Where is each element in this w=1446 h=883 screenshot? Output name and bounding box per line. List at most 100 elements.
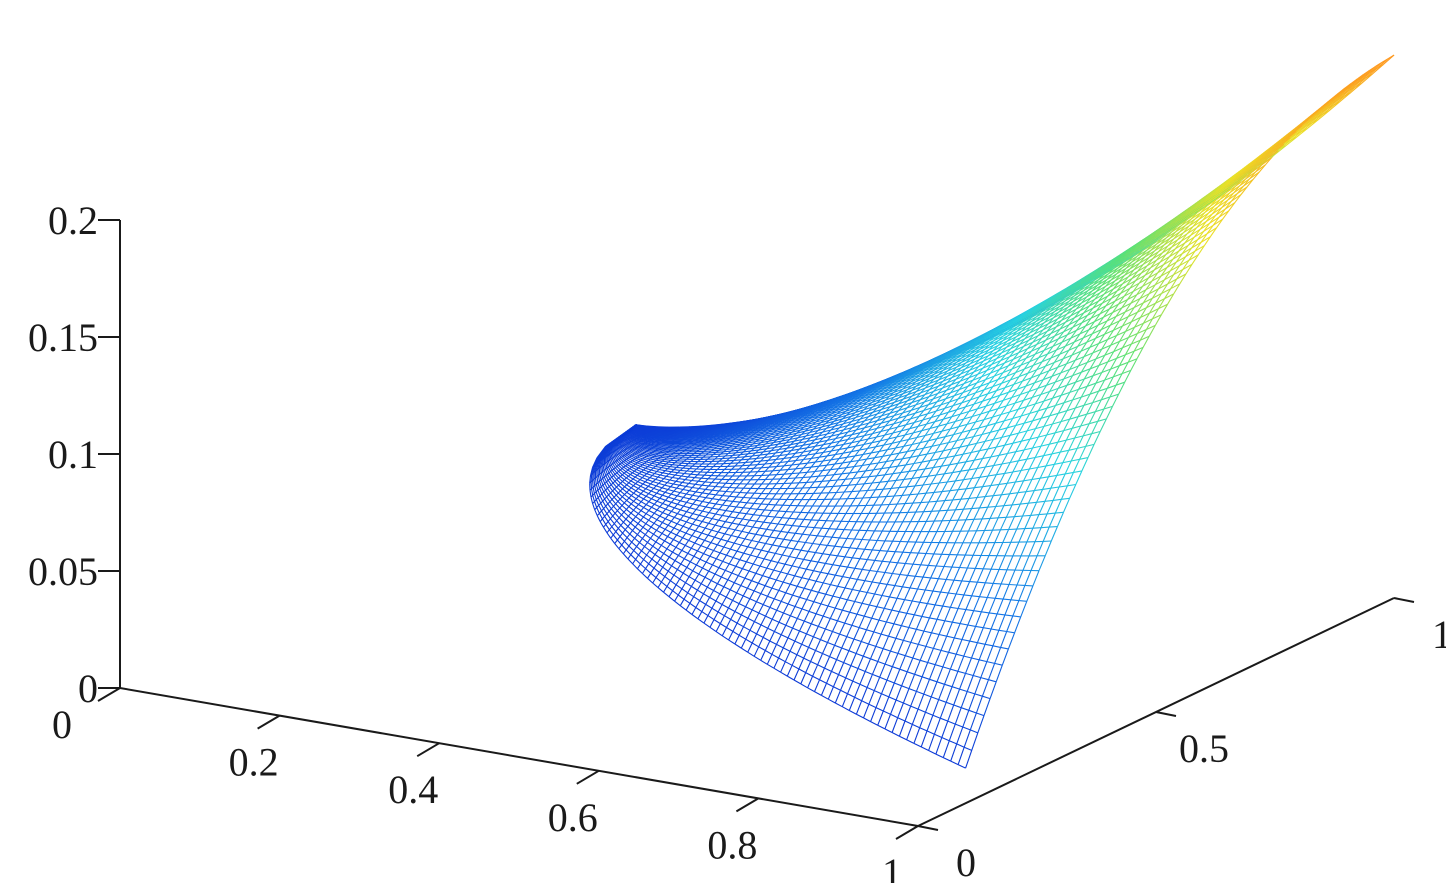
mesh-line-u (637, 519, 642, 524)
mesh-line-u (717, 526, 723, 533)
mesh-line-u (1047, 346, 1054, 355)
mesh-line-u (1050, 326, 1057, 334)
mesh-line-u (752, 508, 758, 516)
mesh-line-u (654, 549, 659, 555)
mesh-line-u (815, 505, 821, 514)
mesh-line-u (677, 588, 683, 596)
mesh-line-u (795, 463, 801, 470)
mesh-line-u (828, 520, 835, 529)
mesh-line-u (803, 551, 809, 560)
mesh-line-u (1009, 372, 1017, 381)
mesh-line-u (672, 546, 677, 553)
mesh-line-u (856, 603, 863, 615)
mesh-line-u (734, 524, 740, 531)
mesh-line-u (917, 576, 924, 590)
mesh-line-u (1179, 256, 1187, 266)
mesh-line-u (1011, 361, 1018, 370)
mesh-line-u (1077, 356, 1085, 367)
mesh-line-u (867, 442, 873, 449)
mesh-line-u (767, 498, 773, 505)
mesh-line-u (891, 717, 899, 733)
mesh-line-u (1145, 297, 1153, 308)
mesh-line-u (986, 416, 994, 426)
mesh-line-u (830, 659, 838, 672)
mesh-line-u (966, 389, 973, 397)
mesh-line-u (830, 574, 836, 585)
mesh-line-u (1166, 258, 1174, 268)
mesh-line-u (786, 665, 793, 677)
mesh-line-u (767, 544, 773, 553)
mesh-line-u (941, 720, 949, 738)
mesh-line-u (718, 479, 723, 484)
mesh-line-u (864, 422, 870, 429)
mesh-line-u (832, 586, 839, 597)
mesh-line-u (1069, 381, 1077, 393)
mesh-line-u (635, 513, 639, 518)
mesh-line-u (780, 592, 787, 602)
mesh-line-u (920, 521, 927, 532)
mesh-line-u (842, 447, 848, 454)
mesh-line-u (888, 423, 895, 430)
mesh-line-u (821, 642, 829, 654)
mesh-line-u (944, 607, 951, 622)
mesh-line-u (989, 506, 997, 519)
mesh-line-u (735, 475, 741, 481)
mesh-line-u (909, 576, 916, 589)
mesh-line-u (966, 555, 974, 569)
mesh-line-u (690, 579, 696, 587)
mesh-line-u (1063, 324, 1070, 333)
mesh-line-u (768, 470, 774, 476)
mesh-line-u (838, 529, 845, 539)
mesh-line-u (812, 535, 818, 544)
mesh-line-u (820, 683, 828, 696)
mesh-line-u (715, 623, 721, 632)
mesh-line-u (830, 463, 836, 471)
mesh-line-u (698, 510, 703, 516)
mesh-line-u (1118, 311, 1126, 322)
mesh-line-u (891, 653, 899, 667)
mesh-line-u (1002, 529, 1010, 543)
mesh-line-u (827, 686, 834, 700)
mesh-line-u (796, 608, 803, 619)
mesh-line-u (730, 611, 736, 620)
mesh-line-u (729, 582, 735, 591)
mesh-line-u (786, 493, 792, 500)
mesh-line-u (760, 509, 765, 516)
mesh-line-u (660, 540, 665, 546)
mesh-line-u (758, 604, 764, 614)
mesh-line-u (673, 513, 678, 518)
mesh-line-u (686, 507, 691, 513)
mesh-line-u (887, 473, 894, 482)
mesh-line-u (874, 451, 880, 459)
mesh-line-u (680, 558, 685, 565)
mesh-line-u (1123, 287, 1131, 297)
mesh-line-u (971, 497, 978, 509)
mesh-line-u (622, 549, 627, 555)
mesh-line-u (1036, 361, 1043, 371)
mesh-line-u (737, 531, 743, 538)
mesh-line-u (1042, 370, 1050, 380)
mesh-line-u (889, 551, 896, 563)
mesh-line-u (704, 570, 710, 578)
mesh-line-u (933, 482, 940, 493)
mesh-line-u (963, 469, 970, 480)
mesh-line-u (756, 593, 762, 602)
mesh-line-u (1008, 384, 1015, 393)
mesh-line-u (961, 624, 969, 640)
mesh-line-u (958, 418, 965, 428)
mesh-line-u (1054, 372, 1062, 383)
mesh-line-u (689, 596, 695, 604)
mesh-line-u (676, 509, 681, 514)
mesh-line-u (653, 519, 658, 524)
mesh-line-u (754, 541, 760, 549)
mesh-line-u (650, 488, 655, 492)
mesh-line-u (1104, 368, 1112, 381)
mesh-line-u (936, 430, 943, 440)
mesh-line-u (613, 520, 618, 525)
mesh-line-u (681, 582, 686, 590)
mesh-line-u (643, 495, 647, 500)
mesh-line-u (826, 442, 832, 449)
mesh-line-u (708, 518, 713, 524)
mesh-line-u (876, 530, 883, 541)
mesh-line-u (695, 496, 700, 501)
